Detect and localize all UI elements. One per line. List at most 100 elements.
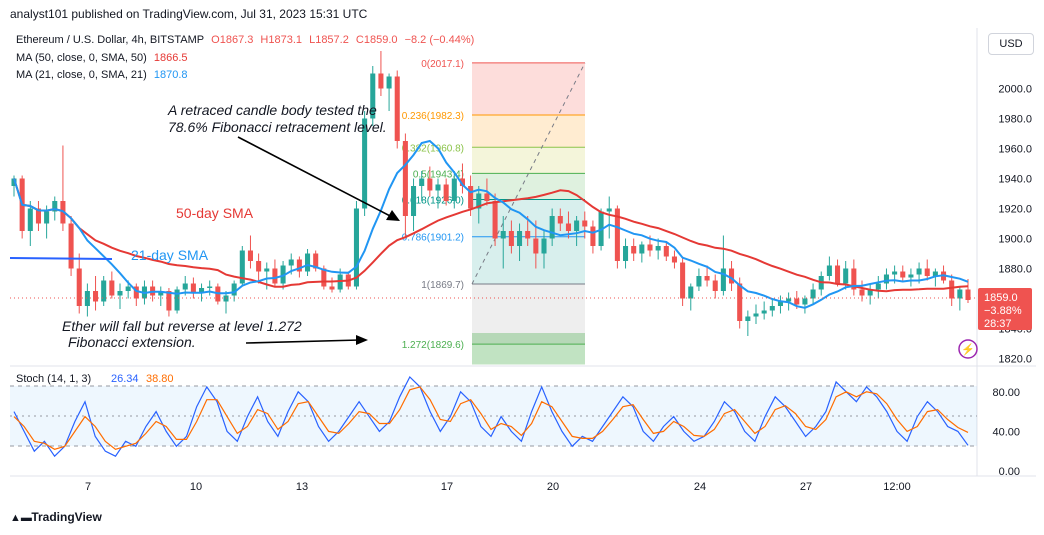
candle-body [427, 178, 433, 191]
ma50-legend: MA (50, close, 0, SMA, 50) 1866.5 [16, 52, 192, 64]
fib-level-label: 1(1869.7) [421, 280, 464, 291]
price-tick-label: 1820.0 [998, 354, 1032, 366]
candle-body [574, 220, 580, 231]
candle-body [411, 186, 417, 216]
candle-body [729, 268, 735, 284]
currency-button[interactable]: USD [988, 33, 1034, 55]
change-value: −8.2 (−0.44%) [404, 34, 475, 46]
candle-body [883, 274, 889, 284]
candle-body [280, 265, 286, 284]
candle-body [353, 208, 359, 287]
candle-body [484, 193, 490, 201]
moving-averages-layer [13, 139, 969, 309]
candle-body [133, 286, 139, 299]
tv-logo-icon: ▲▬ [10, 512, 32, 524]
retrace-arrow [237, 136, 395, 219]
candle-body [378, 73, 384, 89]
candle-body [68, 223, 74, 269]
candle-body [916, 268, 922, 275]
high-value: H1873.1 [260, 34, 303, 46]
candle-body [843, 268, 849, 284]
candle-body [190, 283, 196, 293]
candle-body [541, 238, 547, 254]
lightning-icon[interactable] [958, 339, 978, 359]
candle-body [590, 226, 596, 246]
candle-body [712, 280, 718, 291]
last-price-tag [978, 288, 1032, 330]
candle-body [794, 298, 800, 305]
fall-arrowhead [356, 335, 368, 345]
fib-zone [472, 115, 585, 148]
low-value: L1857.2 [309, 34, 349, 46]
candle-body [810, 289, 816, 299]
candle-body [182, 283, 188, 290]
retrace-arrowhead [386, 210, 400, 221]
candle-body [386, 76, 392, 89]
candle-body [329, 286, 335, 290]
candle-body [492, 201, 498, 239]
price-tick-label: 1960.0 [998, 144, 1032, 156]
candle-body [476, 193, 482, 209]
candle-body [451, 178, 457, 201]
candle-body [851, 268, 857, 290]
candle-body [296, 259, 302, 272]
close-value: C1859.0 [355, 34, 398, 46]
lightning-glyph: ⚡ [961, 343, 975, 356]
candle-body [663, 246, 669, 257]
candle-body [508, 231, 514, 246]
stoch-layer: 80.00 40.00 0.00 [13, 376, 1020, 478]
time-tick-label: 24 [694, 481, 706, 493]
brand-name: TradingView [31, 510, 102, 524]
candle-body [402, 141, 408, 216]
candle-body [859, 289, 865, 296]
candle-body [166, 291, 172, 311]
fibonacci-tool[interactable]: 0(2017.1) 0.236(1982.3) 0.382(1960.8) 0.5(1… [402, 59, 586, 365]
stoch-tick-label: 0.00 [999, 466, 1020, 478]
symbol-name: Ethereum / U.S. Dollar, 4h, BITSTAMP [16, 34, 205, 46]
candle-body [802, 298, 808, 305]
candle-body [932, 271, 938, 276]
fib-level-label: 0.618(1926.0) [402, 196, 464, 207]
last-price-pct: −3.88% [984, 305, 1022, 317]
stoch-tick-label: 40.00 [992, 426, 1020, 438]
price-tick-label: 1940.0 [998, 174, 1032, 186]
candle-body [272, 268, 278, 284]
candle-body [957, 289, 963, 299]
candle-body [786, 298, 792, 302]
published-caption: analyst101 published on TradingView.com,… [10, 7, 368, 21]
candle-body [109, 280, 115, 296]
time-tick-label: 7 [85, 481, 91, 493]
candle-body [52, 201, 58, 212]
candle-body [35, 208, 41, 224]
candle-body [639, 244, 645, 254]
fall-annotation-line1: Ether will fall but reverse at level 1.2… [62, 318, 302, 334]
time-tick-label: 17 [441, 481, 453, 493]
candle-body [892, 271, 898, 275]
fib-zone [472, 147, 585, 174]
candle-body [965, 289, 971, 300]
candle-body [207, 286, 213, 288]
fib-zone [472, 283, 585, 345]
ma21-line [13, 139, 969, 309]
candle-body [688, 286, 694, 299]
ma50-label: MA (50, close, 0, SMA, 50) [16, 52, 147, 64]
price-tick-label: 2000.0 [998, 84, 1032, 96]
candle-body [362, 118, 368, 209]
candle-body [468, 186, 474, 209]
candle-body [419, 178, 425, 186]
candle-body [606, 208, 612, 212]
candle-body [949, 280, 955, 299]
candle-body [370, 73, 376, 119]
candle-body [533, 238, 539, 254]
price-tick-label: 1880.0 [998, 264, 1032, 276]
candle-body [835, 265, 841, 284]
candle-body [158, 291, 164, 296]
price-tick-label: 1980.0 [998, 114, 1032, 126]
candle-body [247, 250, 253, 261]
candle-body [924, 268, 930, 276]
ma50-value: 1866.5 [153, 52, 188, 64]
stoch-label: Stoch (14, 1, 3) [16, 373, 91, 385]
horizontal-trend-line[interactable] [9, 257, 113, 260]
candle-body [875, 283, 881, 290]
